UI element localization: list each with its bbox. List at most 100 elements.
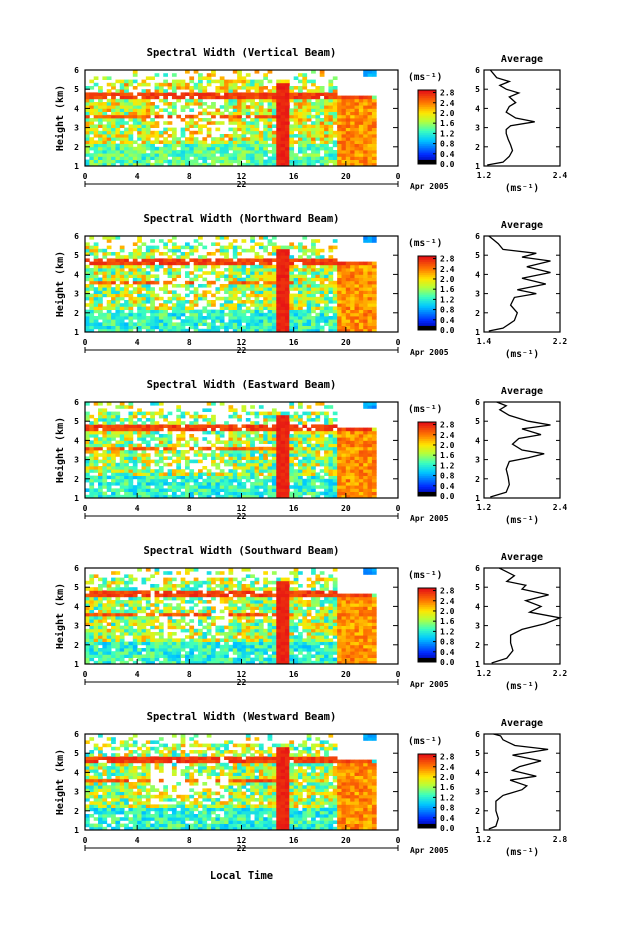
heatmap-cell: [358, 162, 364, 167]
heatmap-cell: [98, 609, 103, 614]
heatmap-cell: [202, 118, 208, 122]
heatmap-cell: [354, 134, 360, 138]
heatmap-cell: [158, 319, 164, 323]
heatmap-cell: [293, 485, 299, 489]
heatmap-cell: [102, 434, 108, 438]
heatmap-cell: [124, 98, 129, 103]
heatmap-cell: [363, 146, 368, 151]
heatmap-cell: [111, 482, 116, 486]
heatmap-cell: [111, 268, 116, 272]
heatmap-cell: [202, 258, 208, 262]
heatmap-cell: [280, 437, 286, 441]
heatmap-cell: [158, 453, 164, 457]
heatmap-cell: [328, 127, 334, 132]
heatmap-cell: [85, 580, 90, 585]
profile-y-tick-label: 2: [475, 475, 480, 484]
heatmap-cell: [245, 325, 251, 330]
heatmap-cell: [289, 127, 295, 132]
heatmap-cell: [306, 287, 312, 291]
heatmap-cell: [154, 159, 160, 164]
heatmap-cell: [98, 271, 103, 275]
heatmap-cell: [145, 102, 151, 106]
heatmap-cell: [302, 82, 308, 87]
heatmap-cell: [154, 248, 160, 253]
heatmap-cell: [271, 322, 277, 326]
heatmap-cell: [128, 306, 134, 310]
heatmap-cell: [354, 478, 360, 483]
heatmap-cell: [311, 156, 316, 160]
heatmap-cell: [284, 95, 290, 100]
heatmap-cell: [93, 102, 99, 106]
heatmap-cell: [363, 137, 368, 141]
heatmap-cell: [267, 462, 273, 467]
heatmap-cell: [154, 446, 160, 451]
heatmap-cell: [241, 434, 247, 438]
heatmap-cell: [106, 137, 112, 141]
heatmap-cell: [163, 242, 168, 246]
heatmap-cell: [263, 414, 268, 419]
heatmap-cell: [371, 322, 377, 326]
heatmap-cell: [206, 271, 212, 275]
heatmap-cell: [193, 159, 199, 164]
heatmap-cell: [98, 325, 103, 330]
heatmap-cell: [337, 111, 342, 116]
heatmap-cell: [119, 89, 125, 93]
heatmap-cell: [128, 402, 134, 406]
heatmap-cell: [154, 430, 160, 435]
heatmap-cell: [232, 430, 238, 435]
heatmap-cell: [89, 156, 95, 160]
heatmap-cell: [237, 328, 242, 333]
heatmap-cell: [271, 446, 277, 451]
heatmap-cell: [271, 156, 277, 160]
heatmap-cell: [193, 421, 199, 425]
heatmap-cell: [311, 303, 316, 307]
heatmap-cell: [328, 274, 334, 278]
heatmap-cell: [184, 316, 190, 320]
heatmap-cell: [280, 261, 286, 266]
heatmap-cell: [85, 316, 90, 320]
heatmap-cell: [232, 459, 238, 464]
x-tick-label: 0: [396, 504, 401, 513]
heatmap-cell: [302, 280, 308, 285]
heatmap-cell: [328, 437, 334, 441]
heatmap-cell: [150, 268, 155, 272]
heatmap-cell: [289, 271, 295, 275]
heatmap-cell: [293, 491, 299, 496]
heatmap-cell: [263, 92, 268, 96]
heatmap-cell: [184, 261, 190, 266]
heatmap-cell: [332, 258, 338, 262]
heatmap-cell: [193, 316, 199, 320]
heatmap-cell: [332, 261, 338, 266]
heatmap-cell: [176, 322, 182, 326]
heatmap-cell: [158, 287, 164, 291]
heatmap-cell: [85, 402, 90, 406]
heatmap-cell: [89, 245, 95, 250]
heatmap-cell: [106, 124, 112, 128]
heatmap-cell: [124, 300, 129, 304]
heatmap-cell: [171, 303, 177, 307]
heatmap-cell: [211, 300, 216, 304]
heatmap-cell: [371, 328, 377, 333]
heatmap-cell: [245, 98, 251, 103]
heatmap-cell: [124, 290, 129, 294]
heatmap-cell: [341, 434, 347, 438]
heatmap-cell: [228, 280, 234, 285]
heatmap-cell: [211, 475, 216, 480]
heatmap-cell: [150, 153, 155, 157]
heatmap-cell: [363, 124, 368, 128]
heatmap-cell: [324, 309, 329, 314]
heatmap-cell: [319, 280, 325, 285]
heatmap-cell: [128, 430, 134, 435]
heatmap-cell: [132, 472, 138, 476]
heatmap-cell: [337, 134, 342, 138]
heatmap-cell: [154, 296, 160, 301]
heatmap-cell: [119, 268, 125, 272]
heatmap-cell: [137, 453, 142, 457]
heatmap-cell: [93, 644, 99, 649]
heatmap-cell: [154, 491, 160, 496]
heatmap-cell: [111, 306, 116, 310]
heatmap-cell: [115, 469, 121, 473]
heatmap-cell: [141, 450, 147, 454]
heatmap-cell: [250, 437, 255, 441]
heatmap-cell: [202, 482, 208, 486]
